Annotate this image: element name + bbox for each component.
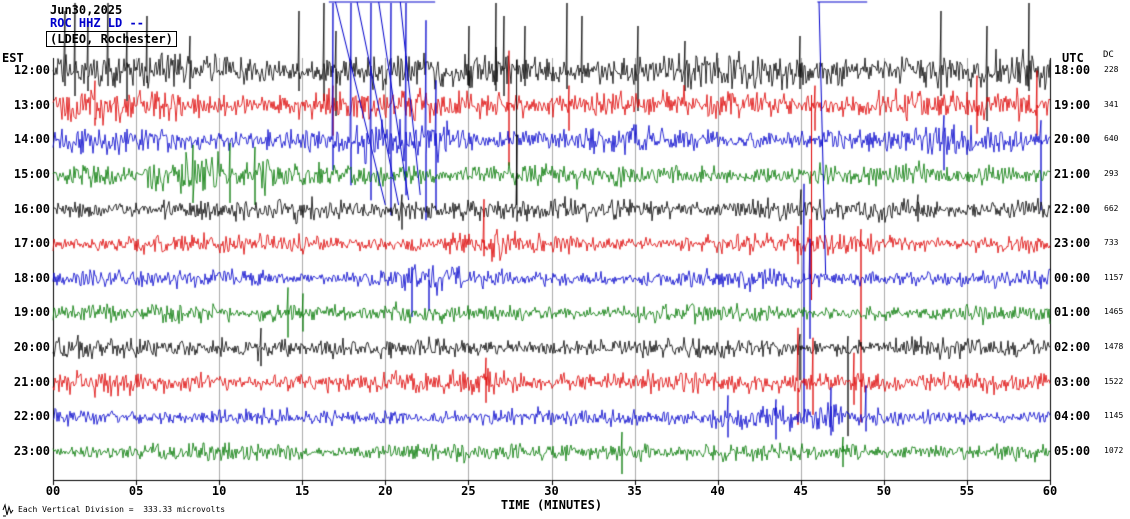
helicorder-canvas: [0, 0, 1130, 519]
helicorder-app: Jun30,2025 ROC HHZ LD -- (LDEO, Rocheste…: [0, 0, 1130, 519]
